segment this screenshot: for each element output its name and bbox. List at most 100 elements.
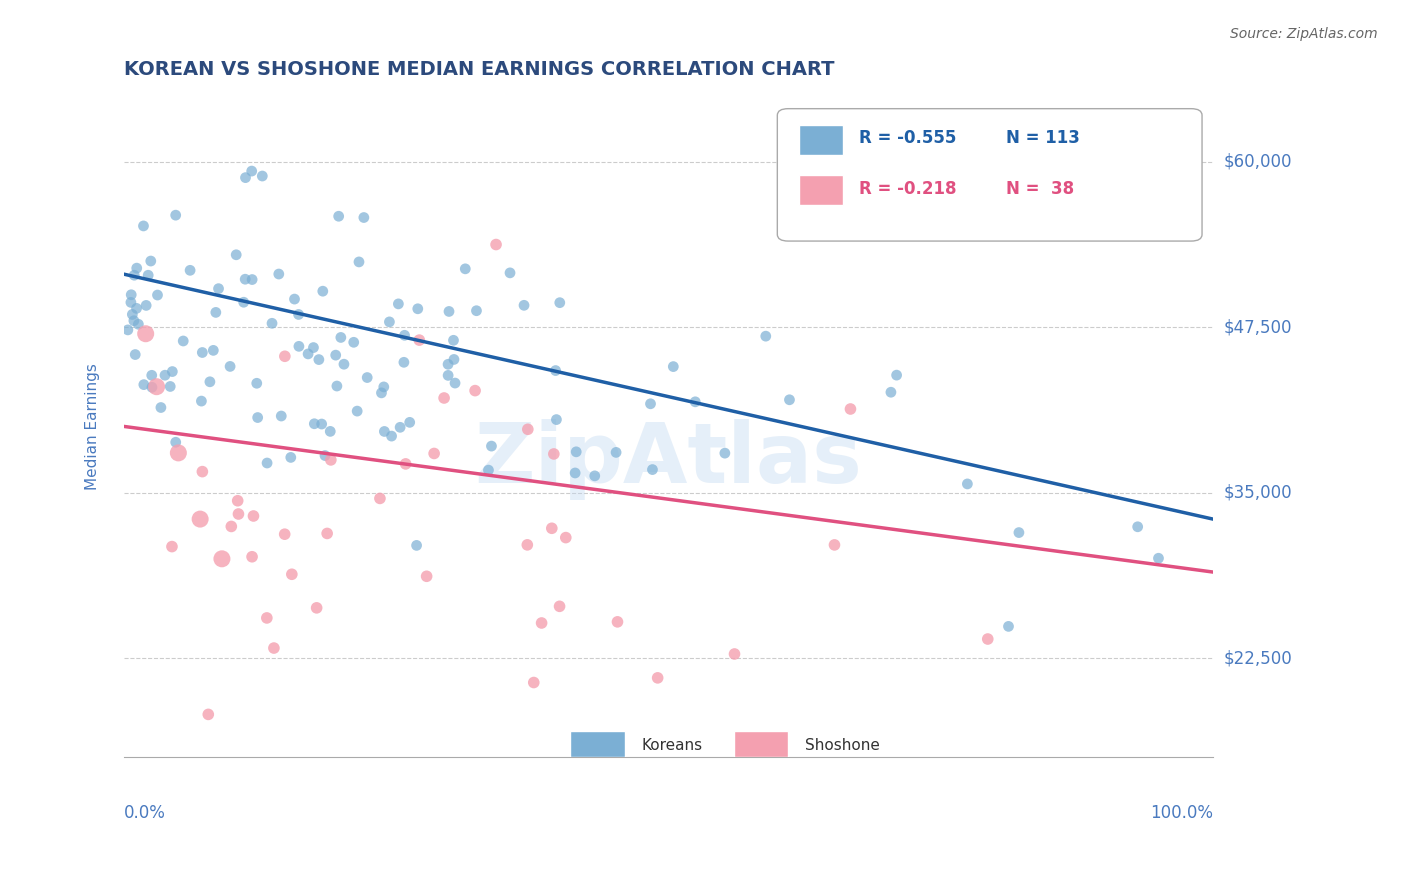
Point	[443, 352, 465, 367]
Point	[548, 599, 571, 614]
Point	[343, 335, 366, 350]
Point	[319, 453, 342, 467]
Point	[378, 315, 401, 329]
Point	[159, 379, 181, 393]
Point	[714, 446, 737, 460]
Text: ZipAtlas: ZipAtlas	[474, 419, 862, 500]
Point	[219, 359, 242, 374]
Text: $47,500: $47,500	[1223, 318, 1292, 336]
Point	[273, 527, 295, 541]
Point	[415, 569, 437, 583]
Point	[546, 412, 568, 426]
Point	[165, 208, 187, 222]
Point	[408, 333, 430, 347]
Text: N =  38: N = 38	[1007, 180, 1074, 198]
Point	[423, 446, 446, 460]
Point	[1126, 520, 1149, 534]
Point	[319, 425, 342, 439]
Point	[235, 170, 257, 185]
Point	[437, 368, 460, 383]
Point	[387, 297, 409, 311]
Text: $22,500: $22,500	[1223, 649, 1292, 667]
Point	[179, 263, 201, 277]
Point	[523, 675, 546, 690]
FancyBboxPatch shape	[571, 731, 624, 757]
Point	[662, 359, 685, 374]
Point	[406, 301, 429, 316]
Point	[160, 540, 183, 554]
Text: N = 113: N = 113	[1007, 129, 1080, 147]
Point	[117, 323, 139, 337]
Point	[347, 255, 370, 269]
Point	[333, 357, 356, 371]
Point	[283, 292, 305, 306]
Point	[188, 512, 211, 526]
Point	[127, 318, 149, 332]
Point	[314, 449, 336, 463]
Point	[162, 365, 184, 379]
Point	[153, 368, 176, 383]
Point	[516, 538, 538, 552]
Point	[211, 551, 233, 566]
Point	[136, 268, 159, 283]
Point	[167, 446, 190, 460]
Point	[977, 632, 1000, 646]
Y-axis label: Median Earnings: Median Earnings	[86, 363, 100, 490]
Point	[839, 402, 862, 417]
Point	[640, 397, 662, 411]
Point	[647, 671, 669, 685]
Point	[274, 349, 297, 363]
FancyBboxPatch shape	[799, 125, 842, 155]
Point	[544, 363, 567, 377]
FancyBboxPatch shape	[799, 175, 842, 204]
Point	[297, 347, 319, 361]
Point	[145, 380, 167, 394]
Point	[260, 316, 283, 330]
Point	[329, 330, 352, 344]
Point	[554, 531, 576, 545]
Text: Source: ZipAtlas.com: Source: ZipAtlas.com	[1230, 27, 1378, 41]
Point	[543, 447, 565, 461]
Point	[288, 339, 311, 353]
Point	[139, 254, 162, 268]
Text: 100.0%: 100.0%	[1150, 804, 1213, 822]
Point	[242, 508, 264, 523]
Point	[132, 377, 155, 392]
Point	[228, 507, 250, 521]
Point	[252, 169, 274, 183]
Point	[240, 549, 263, 564]
Point	[197, 707, 219, 722]
Point	[256, 456, 278, 470]
Point	[270, 409, 292, 423]
Point	[263, 641, 285, 656]
Point	[240, 164, 263, 178]
Point	[1008, 525, 1031, 540]
Point	[997, 619, 1019, 633]
Point	[880, 385, 903, 400]
Point	[132, 219, 155, 233]
Point	[308, 352, 330, 367]
Point	[311, 417, 333, 431]
Point	[125, 301, 148, 316]
Point	[398, 415, 420, 429]
Point	[190, 394, 212, 409]
Point	[605, 445, 627, 459]
Point	[304, 417, 326, 431]
Point	[606, 615, 628, 629]
Point	[172, 334, 194, 348]
Point	[240, 272, 263, 286]
Point	[122, 314, 145, 328]
Point	[120, 295, 142, 310]
Point	[464, 384, 486, 398]
Point	[221, 519, 243, 533]
Point	[346, 404, 368, 418]
Point	[233, 272, 256, 286]
Point	[583, 468, 606, 483]
Point	[477, 463, 499, 477]
Point	[246, 410, 269, 425]
Point	[302, 341, 325, 355]
Text: $35,000: $35,000	[1223, 483, 1292, 501]
Point	[280, 450, 302, 465]
Point	[205, 305, 228, 319]
Point	[437, 357, 460, 371]
